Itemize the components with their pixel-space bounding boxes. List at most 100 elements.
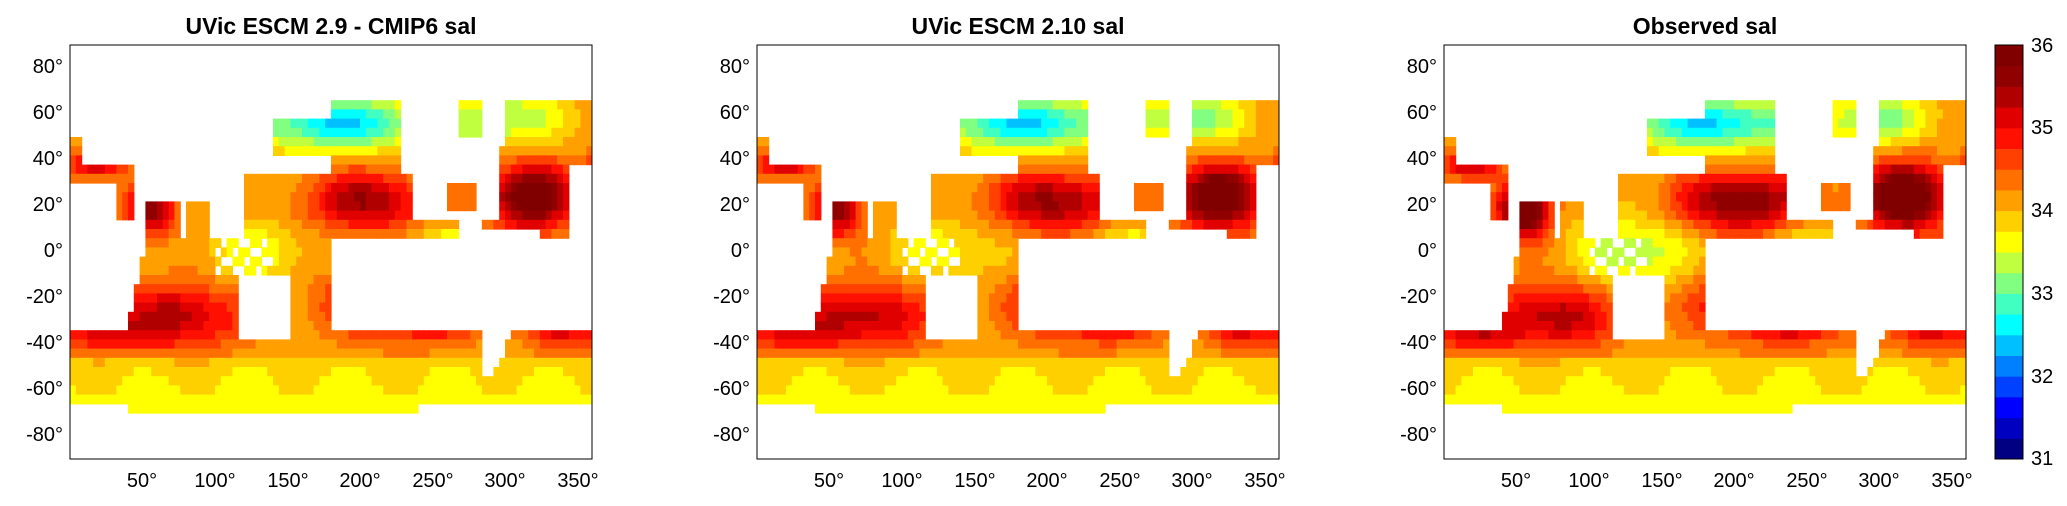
panel-2-ytick-60: 60° (720, 102, 750, 124)
salinity-cell (510, 100, 518, 110)
salinity-cell (948, 339, 955, 350)
salinity-cell (81, 339, 88, 350)
salinity-cell (168, 238, 175, 248)
salinity-cell (1699, 339, 1706, 350)
salinity-cell (1960, 100, 1966, 110)
salinity-cell (971, 376, 978, 386)
salinity-cell (983, 247, 990, 258)
salinity-cell (1267, 348, 1274, 359)
salinity-cell (983, 238, 990, 248)
salinity-cell (528, 127, 535, 138)
panel-1-ytick-40: 40° (33, 148, 63, 170)
salinity-cell (412, 229, 419, 239)
salinity-cell (1937, 229, 1944, 239)
salinity-cell (873, 394, 880, 405)
salinity-cell (1960, 385, 1966, 396)
salinity-cell (849, 284, 857, 294)
salinity-cell (1681, 357, 1689, 368)
salinity-cell (186, 348, 193, 359)
salinity-cell (168, 275, 175, 285)
salinity-cell (762, 357, 770, 368)
salinity-cell (989, 247, 996, 258)
salinity-cell (476, 385, 483, 396)
salinity-cell (1197, 173, 1205, 184)
salinity-cell (336, 330, 344, 340)
salinity-cell (284, 137, 291, 147)
salinity-cell (1745, 192, 1752, 202)
salinity-cell (1699, 302, 1706, 313)
salinity-cell (1716, 210, 1723, 221)
salinity-cell (1647, 201, 1654, 212)
salinity-cell (913, 394, 920, 405)
salinity-cell (1554, 348, 1561, 359)
salinity-cell (1267, 109, 1274, 120)
salinity-cell (994, 367, 1002, 377)
salinity-cell (1652, 367, 1660, 377)
salinity-cell (1157, 100, 1164, 110)
salinity-cell (313, 284, 320, 294)
salinity-cell (1139, 376, 1147, 386)
salinity-cell (470, 385, 477, 396)
salinity-cell (1786, 229, 1793, 239)
salinity-cell (1658, 357, 1665, 368)
salinity-cell (215, 367, 222, 377)
salinity-cell (87, 357, 94, 368)
salinity-cell (1542, 238, 1549, 248)
salinity-cell (1273, 348, 1279, 359)
salinity-cell (936, 192, 944, 202)
salinity-cell (1902, 357, 1909, 368)
salinity-cell (365, 100, 373, 110)
salinity-cell (1261, 155, 1268, 166)
salinity-cell (1954, 109, 1961, 120)
salinity-cell (104, 173, 112, 184)
salinity-cell (855, 284, 862, 294)
salinity-cell (336, 137, 344, 147)
salinity-cell (838, 311, 845, 322)
salinity-cell (757, 348, 764, 359)
salinity-cell (1739, 155, 1747, 166)
salinity-cell (884, 385, 891, 396)
salinity-cell (954, 192, 961, 202)
salinity-cell (1931, 201, 1938, 212)
salinity-cell (539, 201, 547, 212)
salinity-cell (1525, 302, 1532, 313)
salinity-cell (429, 219, 436, 230)
salinity-cell (180, 284, 187, 294)
salinity-cell (971, 265, 978, 276)
salinity-cell (844, 256, 851, 267)
salinity-cell (151, 330, 158, 340)
salinity-cell (1728, 229, 1735, 239)
salinity-cell (110, 173, 117, 184)
salinity-cell (803, 183, 810, 193)
salinity-cell (1168, 376, 1176, 386)
salinity-cell (925, 247, 932, 258)
salinity-cell (965, 201, 973, 212)
salinity-cell (1797, 385, 1805, 396)
salinity-cell (157, 376, 164, 386)
salinity-cell (232, 376, 239, 386)
salinity-cell (1739, 201, 1747, 212)
salinity-cell (983, 137, 990, 147)
salinity-cell (1728, 210, 1735, 221)
salinity-cell (1502, 385, 1509, 396)
salinity-cell (307, 146, 315, 156)
salinity-cell (1774, 210, 1781, 221)
salinity-cell (1502, 210, 1509, 221)
salinity-cell (145, 265, 152, 276)
salinity-cell (348, 357, 355, 368)
salinity-cell (383, 394, 390, 405)
salinity-cell (1226, 183, 1234, 193)
salinity-cell (902, 256, 909, 267)
salinity-cell (1687, 302, 1694, 313)
salinity-cell (1925, 173, 1932, 184)
salinity-cell (307, 302, 315, 313)
salinity-cell (960, 394, 967, 405)
salinity-cell (191, 311, 199, 322)
salinity-cell (942, 367, 949, 377)
salinity-cell (878, 210, 886, 221)
salinity-cell (1948, 367, 1955, 377)
salinity-cell (1571, 229, 1578, 239)
salinity-cell (1000, 275, 1007, 285)
salinity-cell (551, 173, 558, 184)
salinity-cell (1163, 394, 1170, 405)
